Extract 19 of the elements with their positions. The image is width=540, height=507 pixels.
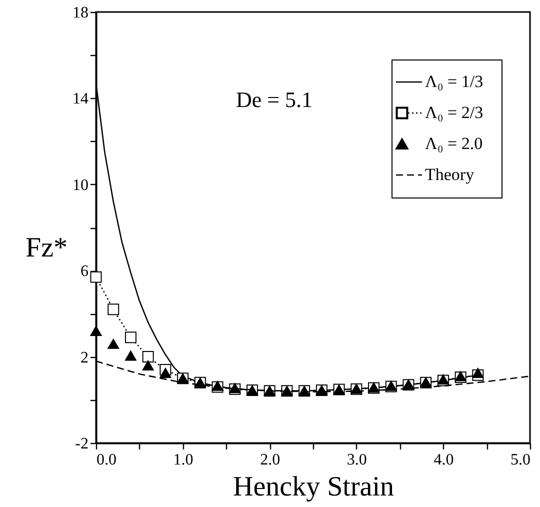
y-tick-label: 2 — [80, 349, 88, 366]
y-tick-label: -2 — [75, 436, 88, 452]
legend-label: Λ₀ = 1/3 — [425, 72, 484, 91]
legend-label: Λ₀ = 2.0 — [425, 134, 483, 153]
annotation: De = 5.1 — [236, 87, 313, 112]
y-tick-label: 6 — [80, 263, 88, 280]
y-tick-label: 14 — [72, 90, 88, 108]
x-tick-label: 4.0 — [434, 452, 454, 468]
y-tick-label: 18 — [72, 4, 88, 22]
x-tick-label: 1.0 — [173, 452, 194, 468]
x-tick-label: 0.0 — [96, 452, 116, 468]
x-tick-label: 5.0 — [510, 452, 530, 468]
y-axis-title: Fz* — [26, 232, 68, 264]
legend-label: Λ₀ = 2/3 — [425, 103, 484, 122]
y-tick-label: 10 — [72, 176, 88, 194]
legend-label: Theory — [425, 165, 475, 184]
x-tick-label: 3.0 — [346, 452, 367, 468]
x-tick-label: 2.0 — [260, 452, 280, 468]
x-axis-title: Hencky Strain — [233, 472, 394, 502]
